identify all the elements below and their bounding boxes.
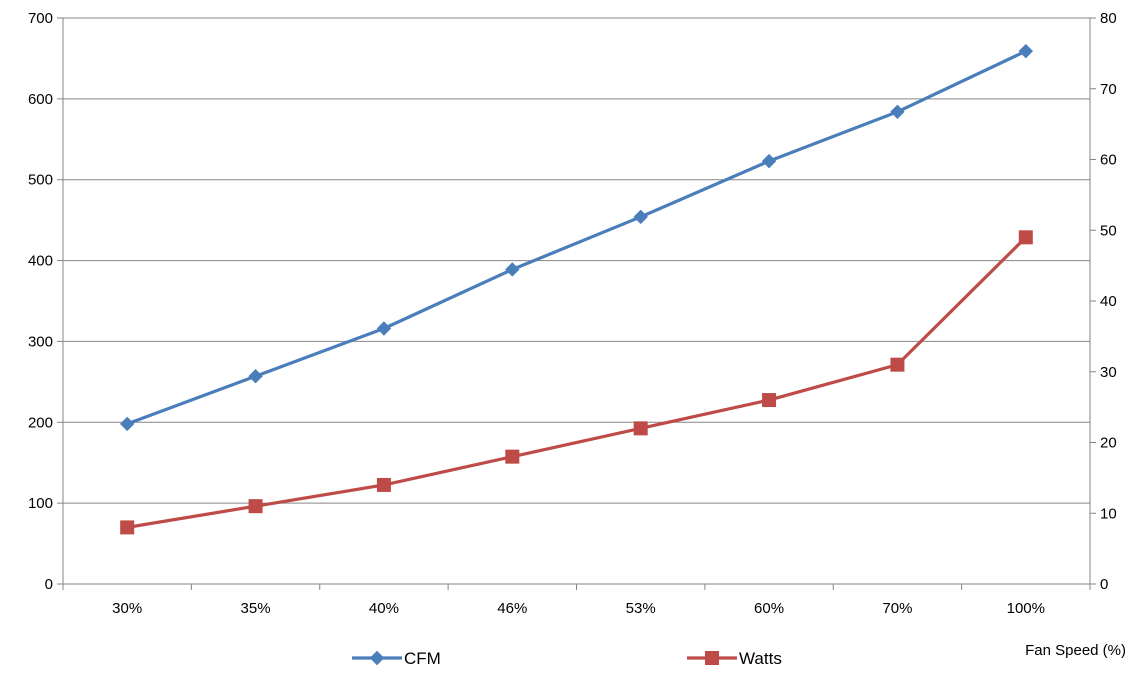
data-point-cfm	[248, 368, 263, 384]
left-axis-tick-label: 200	[28, 414, 53, 431]
left-axis-tick-label: 700	[28, 10, 53, 27]
legend-item-cfm: CFM	[352, 649, 441, 668]
series-line-watts	[125, 235, 1028, 530]
legend-label-cfm: CFM	[404, 649, 441, 668]
right-axis-tick-label: 10	[1100, 505, 1117, 522]
series-watts	[120, 230, 1033, 535]
data-point-cfm	[633, 209, 648, 225]
data-point-watts	[633, 421, 648, 436]
x-axis-tick-label: 100%	[1007, 600, 1045, 617]
left-axis-tick-label: 600	[28, 91, 53, 108]
left-axis-tick-label: 500	[28, 172, 53, 189]
right-axis-tick-label: 50	[1100, 222, 1117, 239]
series-group	[119, 43, 1034, 535]
right-axis-tick-label: 20	[1100, 435, 1117, 452]
x-axis-tick-label: 53%	[626, 600, 656, 617]
x-axis-tick-label: 70%	[882, 600, 912, 617]
data-point-cfm	[890, 104, 905, 120]
left-axis-tick-label: 400	[28, 253, 53, 270]
x-axis-tick-label: 35%	[241, 600, 271, 617]
x-axis-title: Fan Speed (%)	[1025, 642, 1126, 659]
legend: CFM Watts	[352, 649, 782, 668]
left-axis-tick-label: 0	[45, 576, 53, 593]
x-axis-tick-label: 46%	[497, 600, 527, 617]
data-point-watts	[890, 357, 905, 372]
legend-label-watts: Watts	[739, 649, 782, 668]
right-axis-tick-label: 30	[1100, 364, 1117, 381]
right-axis-tick-label: 60	[1100, 152, 1117, 169]
legend-marker-cfm	[369, 650, 385, 666]
tick-labels: 0 100 200 300 400 500 600 700 0 10 20 30 40 50 60 70 80 3…	[28, 10, 1117, 617]
axes	[57, 17, 1096, 590]
legend-marker-watts	[705, 651, 719, 665]
left-axis-tick-label: 300	[28, 333, 53, 350]
right-axis-tick-label: 70	[1100, 81, 1117, 98]
legend-item-watts: Watts	[687, 649, 782, 668]
series-line-cfm	[125, 49, 1028, 426]
data-point-watts	[762, 393, 777, 408]
x-axis-tick-label: 60%	[754, 600, 784, 617]
x-axis-tick-label: 30%	[112, 600, 142, 617]
right-axis-tick-label: 0	[1100, 576, 1108, 593]
data-point-cfm	[505, 262, 520, 277]
data-point-cfm	[1018, 43, 1034, 59]
data-point-watts	[505, 449, 520, 464]
data-point-watts	[120, 520, 135, 535]
x-axis-tick-label: 40%	[369, 600, 399, 617]
data-point-watts	[376, 477, 391, 492]
data-point-watts	[248, 499, 263, 514]
data-point-watts	[1018, 230, 1033, 245]
gridlines	[63, 17, 1090, 585]
data-point-cfm	[119, 416, 135, 432]
right-axis-tick-label: 40	[1100, 293, 1117, 310]
data-point-cfm	[376, 321, 392, 336]
data-point-cfm	[761, 153, 777, 169]
left-axis-tick-label: 100	[28, 495, 53, 512]
right-axis-tick-label: 80	[1100, 10, 1117, 27]
series-cfm	[119, 43, 1034, 432]
